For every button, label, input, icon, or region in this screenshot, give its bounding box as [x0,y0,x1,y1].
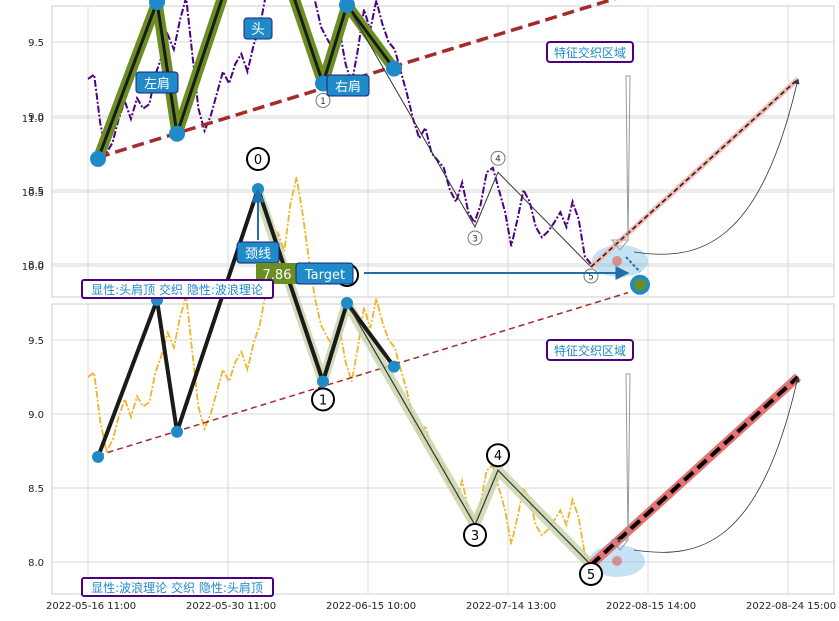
projection-arc-bottom [633,376,800,553]
y-tick-label: 8.0 [28,558,44,569]
pattern-point-dot-bottom [341,297,353,309]
intersection-zone-label-bottom: 特征交织区域 [546,339,634,551]
wave-point-label-bottom: 1 [319,393,327,408]
projection-line-top [590,78,799,268]
wave-point-label-top: 1 [320,97,326,107]
projection-arc-top [633,78,800,255]
wave-point-marker-bottom [463,523,487,547]
svg-text:特征交织区域: 特征交织区域 [554,343,626,358]
svg-text:右肩: 右肩 [335,79,361,95]
x-tick-labels: 2022-05-16 11:00 2022-05-30 11:00 2022-06-… [46,601,836,612]
wave-point-label-top: 5 [588,272,594,282]
bottom-panel-frame [51,303,835,595]
y-tick-label: 11.0 [22,114,44,125]
pattern-point-dot [339,0,355,13]
x-tick-label: 2022-06-15 10:00 [326,601,416,612]
wave-point-label-bottom: 3 [471,529,479,544]
x-tick-label: 2022-05-30 11:00 [186,601,276,612]
neckline-bottom [97,291,629,457]
y-tick-labels: 8.08.59.09.510.010.511.08.08.59.09.510.0… [22,38,44,569]
y-tick-label: 9.0 [28,112,44,123]
svg-text:左肩: 左肩 [144,76,170,92]
right-shoulder-label: 右肩 [326,74,370,97]
pattern-point-dot-bottom [317,375,329,388]
wave-point-label-top: 4 [495,155,501,165]
pattern-point-dot-bottom [171,425,183,438]
y-tick-label: 10.5 [22,188,44,199]
x-tick-label: 2022-08-15 14:00 [606,601,696,612]
wave-point-marker-bottom [311,387,335,412]
y-tick-label: 8.0 [28,260,44,271]
bottom-gridlines [52,117,834,594]
target-drop-line [625,256,641,273]
wave-point-label-bottom: 5 [587,568,595,583]
svg-text:头: 头 [251,22,265,38]
top-footer-label: 显性:头肩顶 交织 隐性:波浪理论 [81,279,274,299]
pattern-point-dot [386,60,402,77]
y-tick-label: 8.5 [28,186,44,197]
wave-line-top [346,4,592,268]
head-label: 头 [243,17,273,40]
wave-point-marker-top [467,230,483,246]
y-tick-label: 9.5 [28,38,44,49]
x-tick-label: 2022-05-16 11:00 [46,601,136,612]
pattern-point-dot [149,0,165,11]
top-gridlines [52,6,834,297]
y-tick-label: 9.5 [28,336,44,347]
wave-point-marker-bottom [486,443,510,468]
wave-point-label-top: 3 [472,235,478,245]
svg-text:Target: Target [304,268,345,283]
x-tick-label: 2022-07-14 13:00 [466,601,556,612]
target-label: 7.86 Target [256,262,630,285]
wave-point-label-bottom: 0 [254,153,262,168]
pattern-point-dot [169,125,185,142]
target-point-inner [634,278,646,291]
y-tick-label: 10.0 [22,262,44,273]
intersection-dot-bottom [612,556,622,566]
pattern-point-dot [90,150,106,167]
svg-text:显性:波浪理论 交织 隐性:头肩顶: 显性:波浪理论 交织 隐性:头肩顶 [91,580,263,595]
wave-point-marker-top [315,92,331,108]
svg-text:特征交织区域: 特征交织区域 [554,45,626,60]
wave-point-marker-bottom [246,147,270,171]
svg-text:显性:头肩顶 交织 隐性:波浪理论: 显性:头肩顶 交织 隐性:波浪理论 [91,282,263,297]
svg-text:颈线: 颈线 [245,247,271,262]
wave-line-bottom [346,302,592,566]
projection-line-bottom [589,375,800,567]
neckline-label: 颈线 [236,188,280,264]
x-tick-label: 2022-08-24 15:00 [746,601,836,612]
pattern-point-dot-bottom [92,450,104,463]
bottom-footer-label: 显性:波浪理论 交织 隐性:头肩顶 [81,577,274,597]
y-tick-label: 9.0 [28,410,44,421]
left-shoulder-label: 左肩 [135,71,179,94]
wave-point-marker-top [490,150,506,166]
wave-point-label-bottom: 4 [494,449,502,464]
top-panel-frame [51,5,835,298]
intersection-zone-label-top: 特征交织区域 [546,41,634,251]
wave-point-marker-bottom [579,561,603,586]
pattern-point-dot-bottom [388,360,400,373]
y-tick-label: 8.5 [28,484,44,495]
intersection-dot-top [612,256,622,266]
